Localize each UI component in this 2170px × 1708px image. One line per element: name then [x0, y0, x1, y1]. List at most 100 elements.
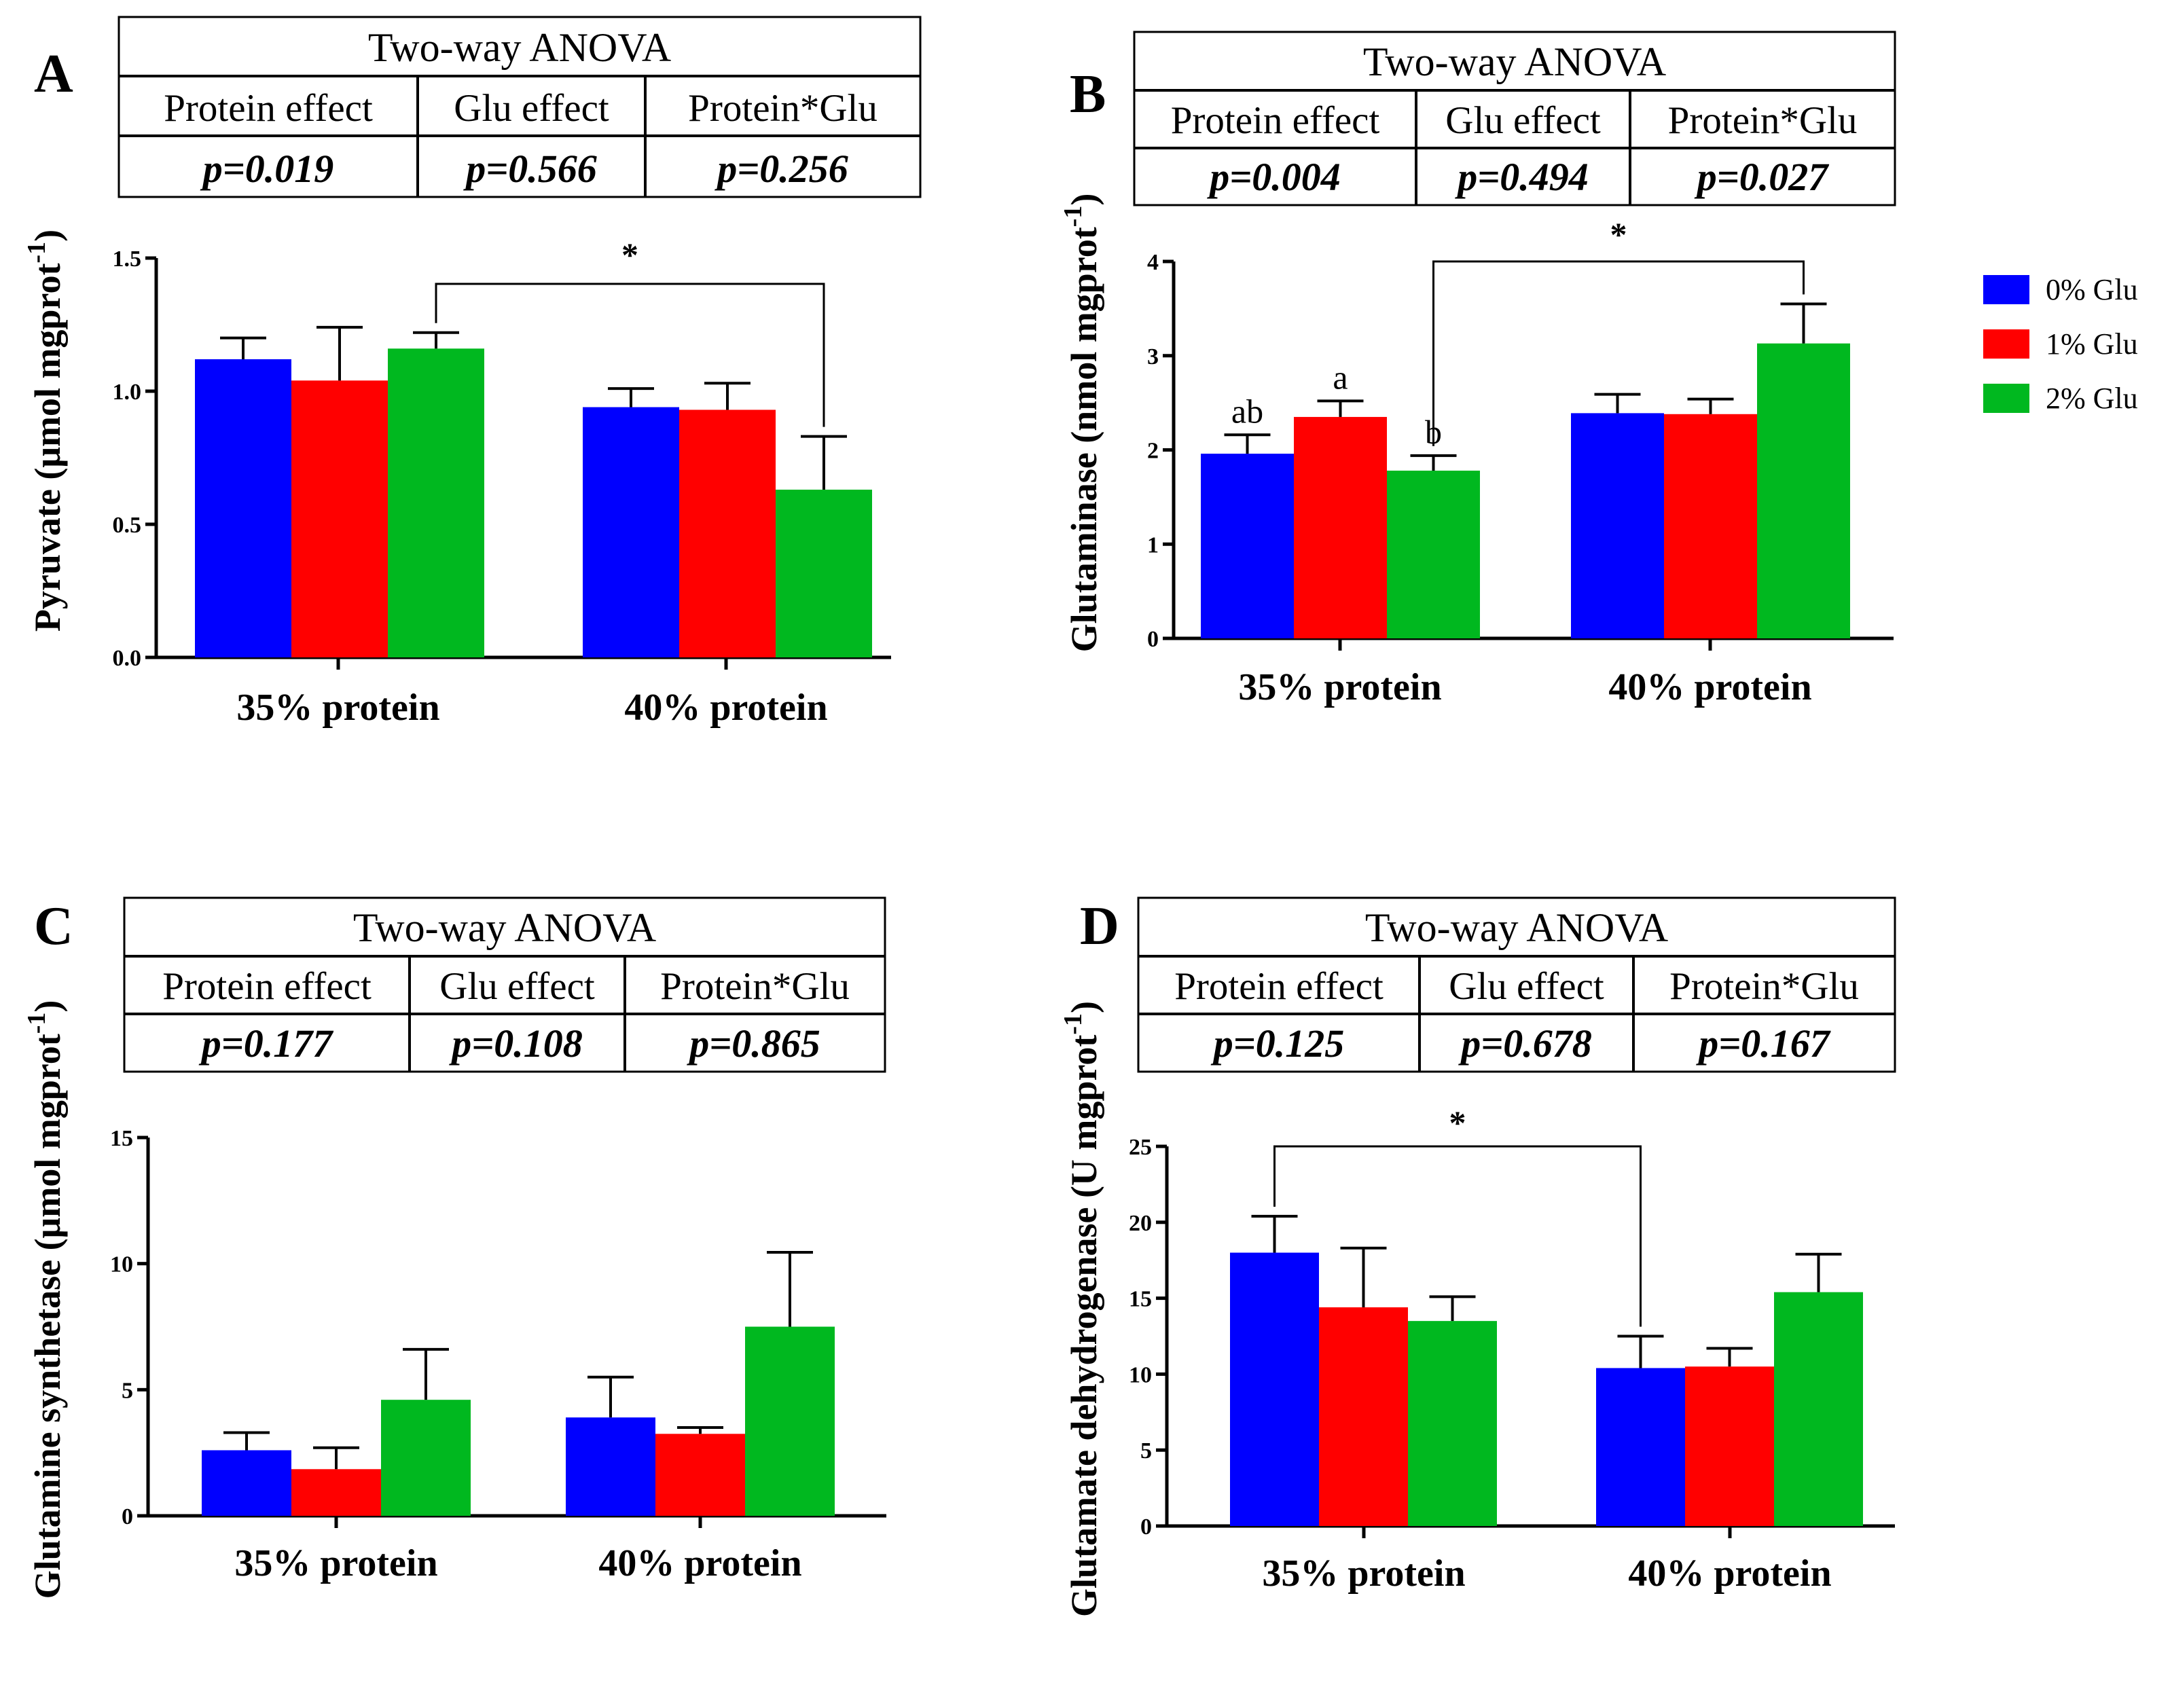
- pvalue-prefix: p=: [1206, 155, 1252, 199]
- legend-label: 0% Glu: [2046, 273, 2138, 306]
- y-tick-label: 5: [122, 1378, 133, 1403]
- y-axis-label: Glutamine synthetase (μmol mgprot-1): [22, 1000, 68, 1599]
- pvalue-number: 0.108: [494, 1021, 583, 1066]
- anova-table-border: [1137, 896, 1896, 1073]
- anova-table-border: [1133, 31, 1896, 206]
- bar-1glu-40: [1664, 414, 1757, 638]
- legend-swatch: [1983, 275, 2029, 304]
- y-tick-label: 4: [1147, 250, 1159, 275]
- bar-1glu-35: [1319, 1307, 1408, 1526]
- significance-star: *: [1449, 1104, 1466, 1142]
- bar-2glu-35: [1387, 471, 1480, 638]
- pvalue-number: 0.678: [1503, 1021, 1592, 1066]
- panel-letter: B: [1070, 65, 1106, 124]
- x-category-label: 40% protein: [1628, 1552, 1831, 1595]
- anova-pvalue: p=0.566: [463, 147, 597, 191]
- anova-pvalue: p=0.167: [1695, 1021, 1831, 1066]
- panel-letter: C: [34, 896, 73, 956]
- anova-header: Glu effect: [1449, 965, 1604, 1008]
- pvalue-number: 0.167: [1741, 1021, 1831, 1066]
- y-axis-label-main: Glutaminase (nmol mgprot: [1064, 227, 1104, 652]
- anova-pvalue: p=0.004: [1206, 155, 1341, 199]
- anova-title: Two-way ANOVA: [1363, 39, 1666, 84]
- y-tick-label: 1.5: [113, 247, 142, 272]
- bar-0glu-40: [1596, 1368, 1685, 1526]
- pvalue-prefix: p=: [1458, 1021, 1503, 1066]
- anova-pvalue: p=0.865: [686, 1021, 820, 1066]
- y-tick-label: 0.5: [113, 513, 142, 538]
- anova-title: Two-way ANOVA: [1365, 905, 1668, 950]
- anova-pvalue: p=0.019: [200, 147, 334, 191]
- anova-header: Protein*Glu: [688, 87, 878, 130]
- anova-title: Two-way ANOVA: [368, 25, 671, 70]
- significance-bracket: [1432, 260, 1805, 446]
- panel-letter: A: [34, 44, 73, 104]
- y-axis-label-exponent: -1: [22, 1013, 51, 1034]
- legend-swatch: [1983, 384, 2029, 413]
- y-axis-label-exponent: -1: [1059, 1013, 1087, 1035]
- significance-bracket: [435, 283, 825, 427]
- y-axis-label-main: Glutamate dehydrogenase (U mgprot: [1064, 1035, 1104, 1617]
- bar-0glu-35: [1201, 454, 1294, 638]
- y-tick-label: 25: [1129, 1135, 1152, 1160]
- anova-pvalue: p=0.027: [1694, 155, 1830, 199]
- pvalue-prefix: p=: [686, 1021, 731, 1066]
- y-tick-label: 1: [1147, 532, 1159, 558]
- bar-2glu-35: [388, 348, 484, 657]
- y-tick-label: 0.0: [113, 646, 142, 671]
- significance-letter: ab: [1231, 392, 1263, 430]
- y-axis-label-main: Pyruvate (μmol mgprot: [27, 264, 68, 632]
- y-tick-label: 0: [1140, 1514, 1152, 1540]
- y-tick-label: 2: [1147, 439, 1159, 464]
- legend-swatch: [1983, 329, 2029, 359]
- y-axis-label-tail: ): [27, 1000, 68, 1013]
- bar-2glu-35: [1408, 1321, 1497, 1526]
- panel-letter: D: [1080, 896, 1119, 956]
- pvalue-number: 0.125: [1256, 1021, 1345, 1066]
- pvalue-number: 0.019: [245, 147, 334, 191]
- pvalue-prefix: p=: [200, 147, 245, 191]
- pvalue-prefix: p=: [1695, 1021, 1741, 1066]
- bar-1glu-35: [291, 1469, 381, 1516]
- significance-star: *: [1610, 215, 1627, 253]
- y-tick-label: 10: [110, 1252, 133, 1277]
- anova-header: Protein effect: [162, 965, 372, 1008]
- anova-header: Glu effect: [1445, 99, 1601, 142]
- y-axis-label-tail: ): [1064, 1001, 1104, 1013]
- y-tick-label: 1.0: [113, 380, 142, 405]
- bar-2glu-40: [776, 490, 872, 657]
- anova-pvalue: p=0.678: [1458, 1021, 1592, 1066]
- legend-label: 1% Glu: [2046, 327, 2138, 361]
- significance-letter: a: [1333, 358, 1348, 396]
- anova-header: Protein*Glu: [660, 965, 850, 1008]
- anova-pvalue: p=0.177: [198, 1021, 334, 1066]
- significance-star: *: [621, 236, 638, 274]
- pvalue-number: 0.004: [1252, 155, 1341, 199]
- legend: 0% Glu 1% Glu 2% Glu: [1983, 273, 2138, 415]
- bar-1glu-40: [655, 1434, 745, 1516]
- anova-header: Protein effect: [1171, 99, 1380, 142]
- y-tick-label: 15: [110, 1126, 133, 1151]
- x-category-label: 35% protein: [1262, 1552, 1465, 1595]
- anova-header: Glu effect: [454, 87, 609, 130]
- y-axis-label-exponent: -1: [1059, 206, 1087, 228]
- anova-pvalue: p=0.125: [1210, 1021, 1345, 1066]
- anova-pvalue: p=0.256: [714, 147, 848, 191]
- x-category-label: 40% protein: [1608, 666, 1811, 708]
- bar-1glu-40: [1685, 1366, 1774, 1526]
- bar-0glu-35: [202, 1450, 291, 1516]
- x-category-label: 40% protein: [624, 687, 827, 729]
- anova-header: Protein*Glu: [1669, 965, 1859, 1008]
- anova-table-border: [117, 16, 922, 198]
- y-tick-label: 15: [1129, 1287, 1152, 1312]
- anova-pvalue: p=0.108: [448, 1021, 583, 1066]
- pvalue-prefix: p=: [1694, 155, 1739, 199]
- y-axis-label-tail: ): [27, 230, 68, 242]
- x-category-label: 35% protein: [1238, 666, 1441, 708]
- significance-bracket: [1273, 1145, 1642, 1327]
- bar-0glu-35: [1230, 1252, 1319, 1526]
